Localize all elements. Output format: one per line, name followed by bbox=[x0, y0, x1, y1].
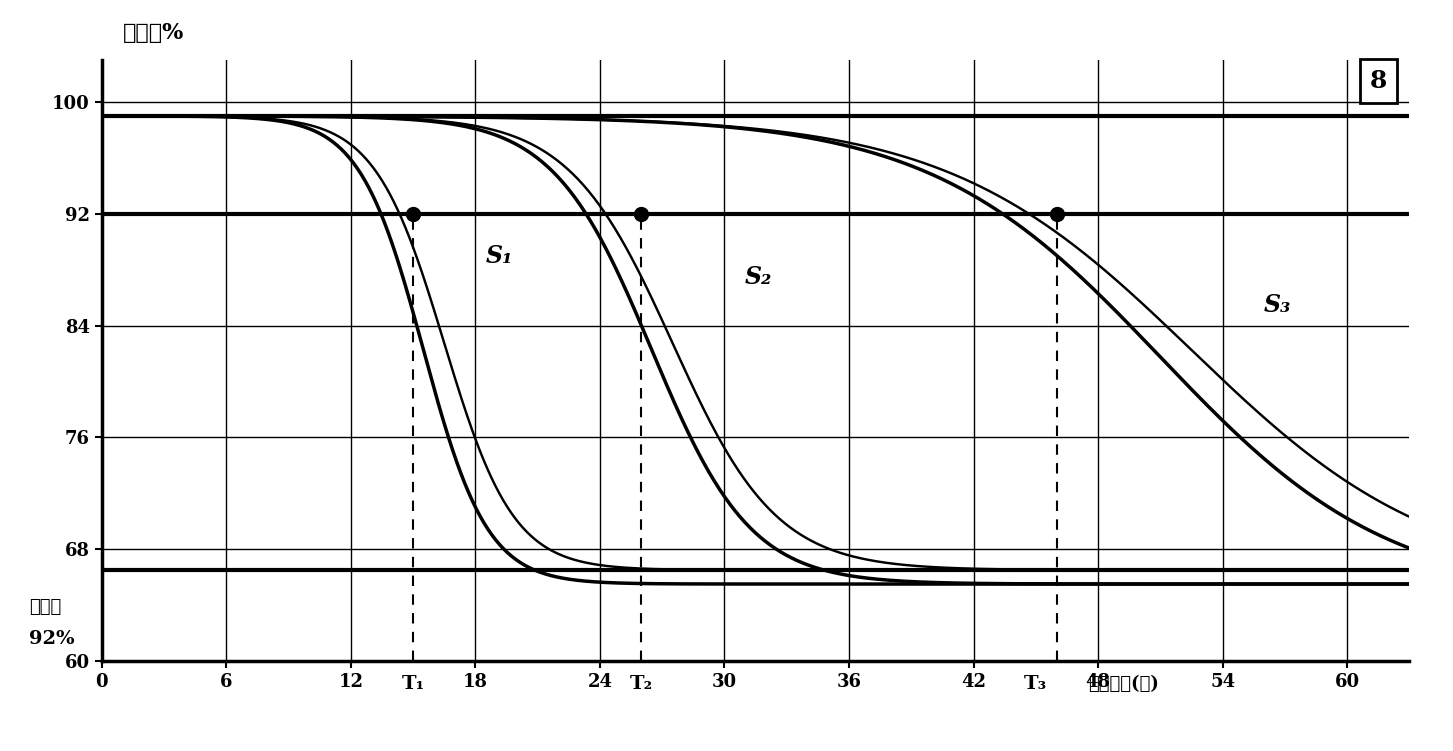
Text: 92%: 92% bbox=[29, 630, 74, 648]
Text: S₂: S₂ bbox=[745, 264, 773, 288]
Point bbox=[401, 208, 424, 220]
Text: S₃: S₃ bbox=[1264, 293, 1292, 317]
Text: S₁: S₁ bbox=[485, 243, 513, 267]
Text: 透光率%: 透光率% bbox=[122, 22, 183, 44]
Text: T₃: T₃ bbox=[1024, 675, 1048, 693]
Text: 8: 8 bbox=[1370, 69, 1388, 93]
Text: T₂: T₂ bbox=[629, 675, 652, 693]
Point bbox=[629, 208, 652, 220]
Text: T₁: T₁ bbox=[401, 675, 424, 693]
Text: 反应时间(分): 反应时间(分) bbox=[1088, 675, 1158, 693]
Point bbox=[1045, 208, 1068, 220]
Text: 临界值: 临界值 bbox=[29, 598, 61, 616]
